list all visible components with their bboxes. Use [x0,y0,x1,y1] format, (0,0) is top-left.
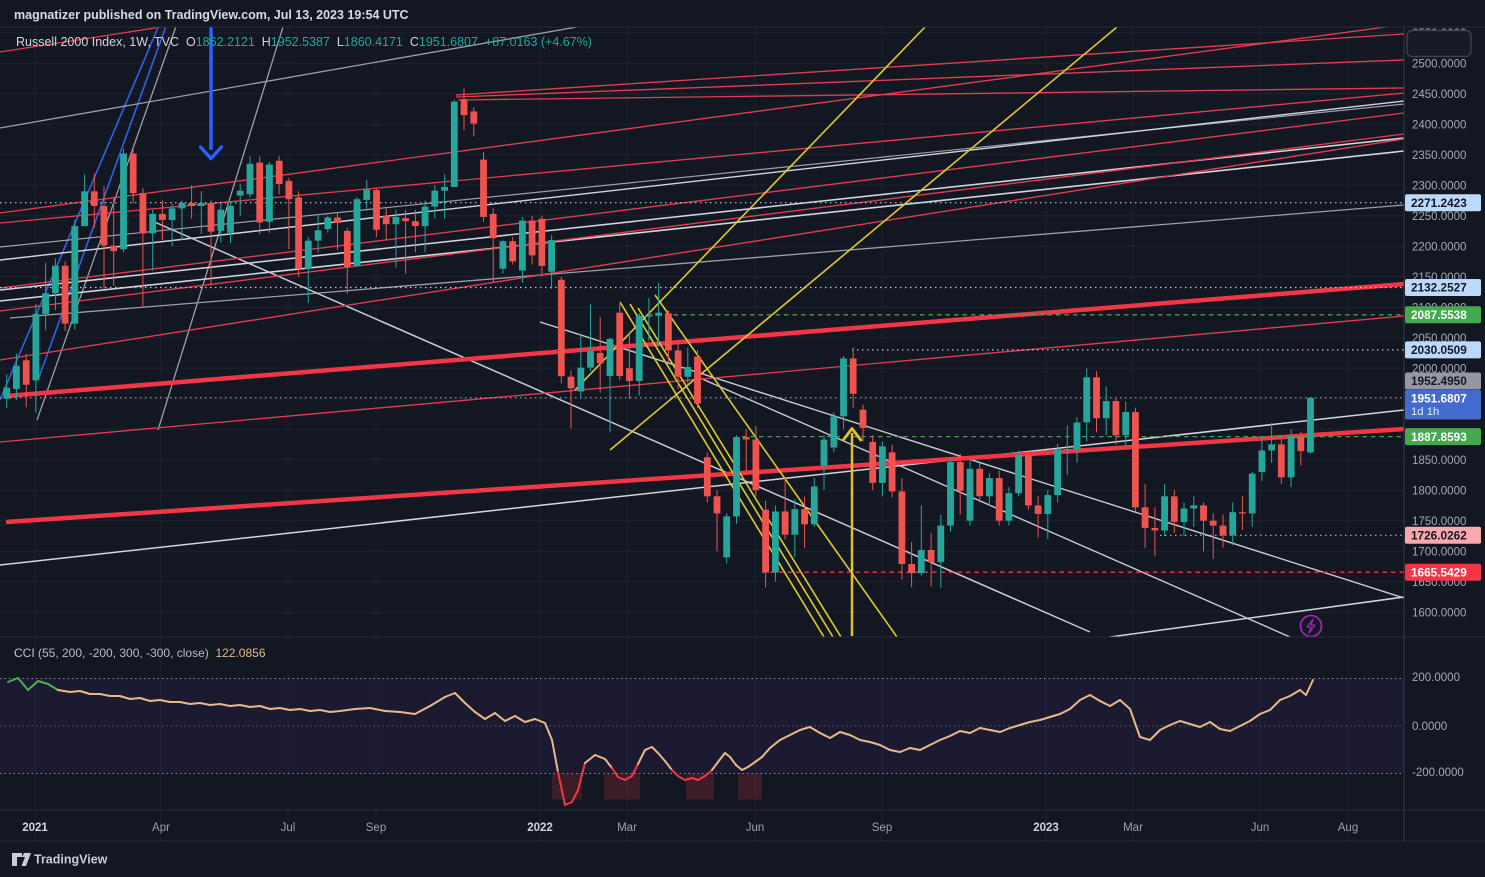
svg-text:2030.0509: 2030.0509 [1411,343,1467,357]
svg-text:Russell 2000 Index, 1W, TVC O: Russell 2000 Index, 1W, TVC O1862.2121 H… [16,35,592,49]
svg-text:1800.0000: 1800.0000 [1412,485,1466,497]
svg-text:Sep: Sep [366,822,386,834]
svg-text:CCI (55, 200, -200, 300, -300,: CCI (55, 200, -200, 300, -300, close) 12… [14,646,266,660]
svg-text:2300.0000: 2300.0000 [1412,180,1466,192]
svg-text:Jul: Jul [281,822,296,834]
svg-text:1665.5429: 1665.5429 [1411,565,1467,579]
svg-text:2132.2527: 2132.2527 [1411,281,1467,295]
svg-text:Jun: Jun [1251,822,1270,834]
svg-text:2450.0000: 2450.0000 [1412,89,1466,101]
svg-text:2500.0000: 2500.0000 [1412,58,1466,70]
svg-text:2200.0000: 2200.0000 [1412,241,1466,253]
svg-text:1700.0000: 1700.0000 [1412,546,1466,558]
svg-text:Aug: Aug [1338,822,1358,834]
svg-text:Apr: Apr [152,822,170,834]
svg-text:1d 1h: 1d 1h [1411,406,1439,418]
svg-text:2250.0000: 2250.0000 [1412,211,1466,223]
svg-text:2271.2423: 2271.2423 [1411,196,1467,210]
svg-text:2021: 2021 [22,822,48,834]
svg-text:1951.6807: 1951.6807 [1411,392,1467,406]
svg-text:Sep: Sep [872,822,892,834]
svg-text:0.0000: 0.0000 [1412,721,1447,733]
svg-text:TradingView: TradingView [34,853,108,867]
svg-text:2087.5538: 2087.5538 [1411,308,1467,322]
svg-text:1887.8593: 1887.8593 [1411,430,1467,444]
svg-text:Mar: Mar [617,822,637,834]
svg-text:1952.4950: 1952.4950 [1411,374,1467,388]
svg-text:200.0000: 200.0000 [1412,672,1460,684]
svg-text:2400.0000: 2400.0000 [1412,119,1466,131]
svg-text:2023: 2023 [1033,822,1059,834]
svg-text:2000.0000: 2000.0000 [1412,363,1466,375]
svg-text:-200.0000: -200.0000 [1412,767,1464,779]
svg-text:1600.0000: 1600.0000 [1412,607,1466,619]
svg-text:1850.0000: 1850.0000 [1412,455,1466,467]
svg-text:magnatizer published on Tradin: magnatizer published on TradingView.com,… [14,8,409,22]
svg-text:Jun: Jun [746,822,765,834]
svg-text:Mar: Mar [1123,822,1143,834]
svg-text:2350.0000: 2350.0000 [1412,150,1466,162]
svg-text:1750.0000: 1750.0000 [1412,516,1466,528]
svg-text:1726.0262: 1726.0262 [1411,529,1467,543]
svg-text:2022: 2022 [527,822,553,834]
